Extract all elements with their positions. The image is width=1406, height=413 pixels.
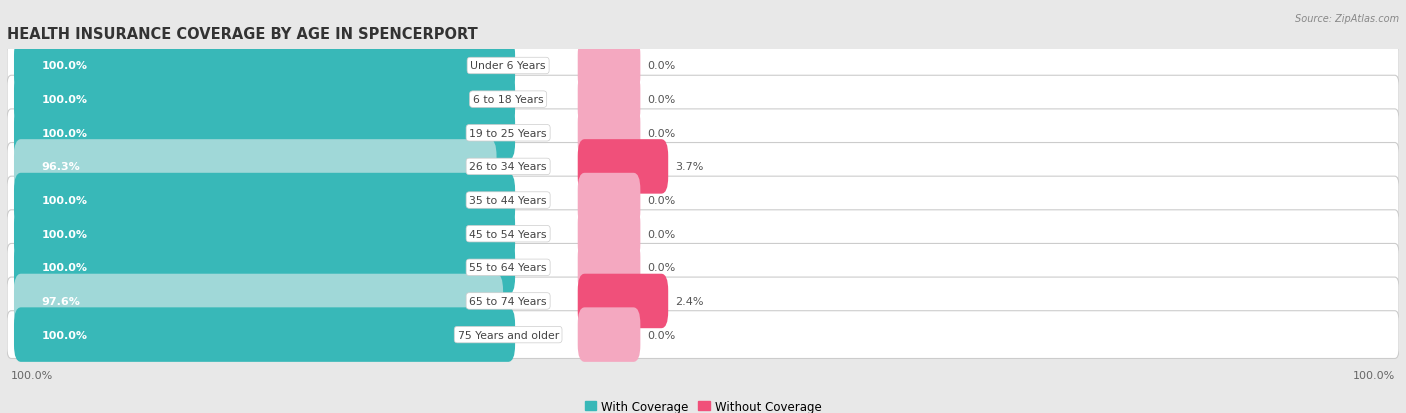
Text: 100.0%: 100.0%	[42, 95, 87, 105]
Text: 100.0%: 100.0%	[11, 370, 53, 380]
Text: Source: ZipAtlas.com: Source: ZipAtlas.com	[1295, 14, 1399, 24]
Text: 55 to 64 Years: 55 to 64 Years	[470, 263, 547, 273]
FancyBboxPatch shape	[7, 210, 1399, 258]
FancyBboxPatch shape	[7, 311, 1399, 358]
FancyBboxPatch shape	[578, 140, 668, 194]
Text: 100.0%: 100.0%	[42, 229, 87, 239]
Text: 0.0%: 0.0%	[647, 95, 675, 105]
Text: 0.0%: 0.0%	[647, 229, 675, 239]
Legend: With Coverage, Without Coverage: With Coverage, Without Coverage	[579, 395, 827, 413]
FancyBboxPatch shape	[14, 274, 503, 328]
FancyBboxPatch shape	[14, 308, 515, 362]
Text: 65 to 74 Years: 65 to 74 Years	[470, 296, 547, 306]
FancyBboxPatch shape	[7, 244, 1399, 292]
FancyBboxPatch shape	[7, 109, 1399, 157]
FancyBboxPatch shape	[578, 274, 668, 328]
Text: 26 to 34 Years: 26 to 34 Years	[470, 162, 547, 172]
Text: 19 to 25 Years: 19 to 25 Years	[470, 128, 547, 138]
FancyBboxPatch shape	[7, 143, 1399, 191]
Text: 75 Years and older: 75 Years and older	[457, 330, 558, 340]
Text: 0.0%: 0.0%	[647, 196, 675, 206]
Text: 0.0%: 0.0%	[647, 62, 675, 71]
Text: 45 to 54 Years: 45 to 54 Years	[470, 229, 547, 239]
FancyBboxPatch shape	[7, 278, 1399, 325]
Text: 35 to 44 Years: 35 to 44 Years	[470, 196, 547, 206]
Text: 97.6%: 97.6%	[42, 296, 80, 306]
FancyBboxPatch shape	[578, 240, 640, 295]
Text: 6 to 18 Years: 6 to 18 Years	[472, 95, 544, 105]
Text: 0.0%: 0.0%	[647, 263, 675, 273]
Text: 96.3%: 96.3%	[42, 162, 80, 172]
FancyBboxPatch shape	[578, 73, 640, 127]
Text: 100.0%: 100.0%	[42, 330, 87, 340]
FancyBboxPatch shape	[14, 173, 515, 228]
Text: 100.0%: 100.0%	[42, 263, 87, 273]
Text: 0.0%: 0.0%	[647, 330, 675, 340]
Text: 3.7%: 3.7%	[675, 162, 703, 172]
FancyBboxPatch shape	[7, 177, 1399, 224]
FancyBboxPatch shape	[7, 43, 1399, 90]
Text: 100.0%: 100.0%	[42, 196, 87, 206]
Text: 100.0%: 100.0%	[42, 128, 87, 138]
Text: 2.4%: 2.4%	[675, 296, 703, 306]
FancyBboxPatch shape	[14, 39, 515, 93]
Text: Under 6 Years: Under 6 Years	[471, 62, 546, 71]
FancyBboxPatch shape	[578, 106, 640, 161]
FancyBboxPatch shape	[578, 173, 640, 228]
FancyBboxPatch shape	[578, 308, 640, 362]
FancyBboxPatch shape	[7, 76, 1399, 124]
Text: 0.0%: 0.0%	[647, 128, 675, 138]
Text: 100.0%: 100.0%	[1353, 370, 1395, 380]
FancyBboxPatch shape	[578, 207, 640, 261]
FancyBboxPatch shape	[14, 140, 496, 194]
FancyBboxPatch shape	[14, 73, 515, 127]
FancyBboxPatch shape	[14, 207, 515, 261]
Text: HEALTH INSURANCE COVERAGE BY AGE IN SPENCERPORT: HEALTH INSURANCE COVERAGE BY AGE IN SPEN…	[7, 26, 478, 41]
FancyBboxPatch shape	[14, 106, 515, 161]
FancyBboxPatch shape	[578, 39, 640, 93]
Text: 100.0%: 100.0%	[42, 62, 87, 71]
FancyBboxPatch shape	[14, 240, 515, 295]
